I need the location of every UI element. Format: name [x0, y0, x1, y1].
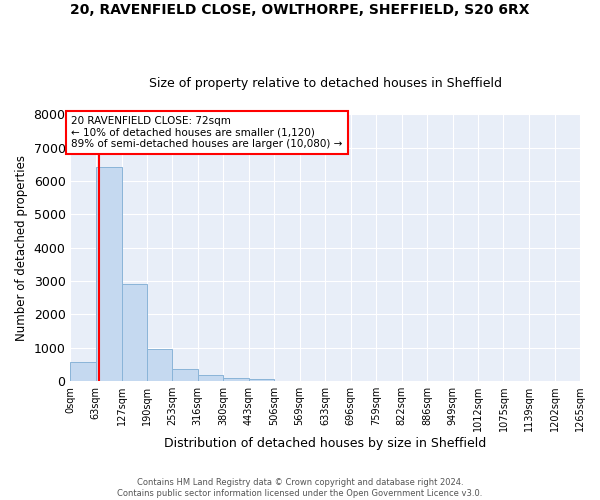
Title: Size of property relative to detached houses in Sheffield: Size of property relative to detached ho…: [149, 76, 502, 90]
Text: Contains HM Land Registry data © Crown copyright and database right 2024.
Contai: Contains HM Land Registry data © Crown c…: [118, 478, 482, 498]
Bar: [147, 348, 172, 381]
Bar: [198, 376, 223, 381]
Bar: [172, 369, 198, 381]
X-axis label: Distribution of detached houses by size in Sheffield: Distribution of detached houses by size …: [164, 437, 487, 450]
Bar: [70, 362, 96, 381]
Y-axis label: Number of detached properties: Number of detached properties: [15, 154, 28, 340]
Bar: [249, 379, 274, 381]
Bar: [122, 284, 147, 381]
Bar: [223, 378, 249, 381]
Bar: [96, 167, 122, 381]
Text: 20, RAVENFIELD CLOSE, OWLTHORPE, SHEFFIELD, S20 6RX: 20, RAVENFIELD CLOSE, OWLTHORPE, SHEFFIE…: [70, 2, 530, 16]
Text: 20 RAVENFIELD CLOSE: 72sqm
← 10% of detached houses are smaller (1,120)
89% of s: 20 RAVENFIELD CLOSE: 72sqm ← 10% of deta…: [71, 116, 343, 149]
